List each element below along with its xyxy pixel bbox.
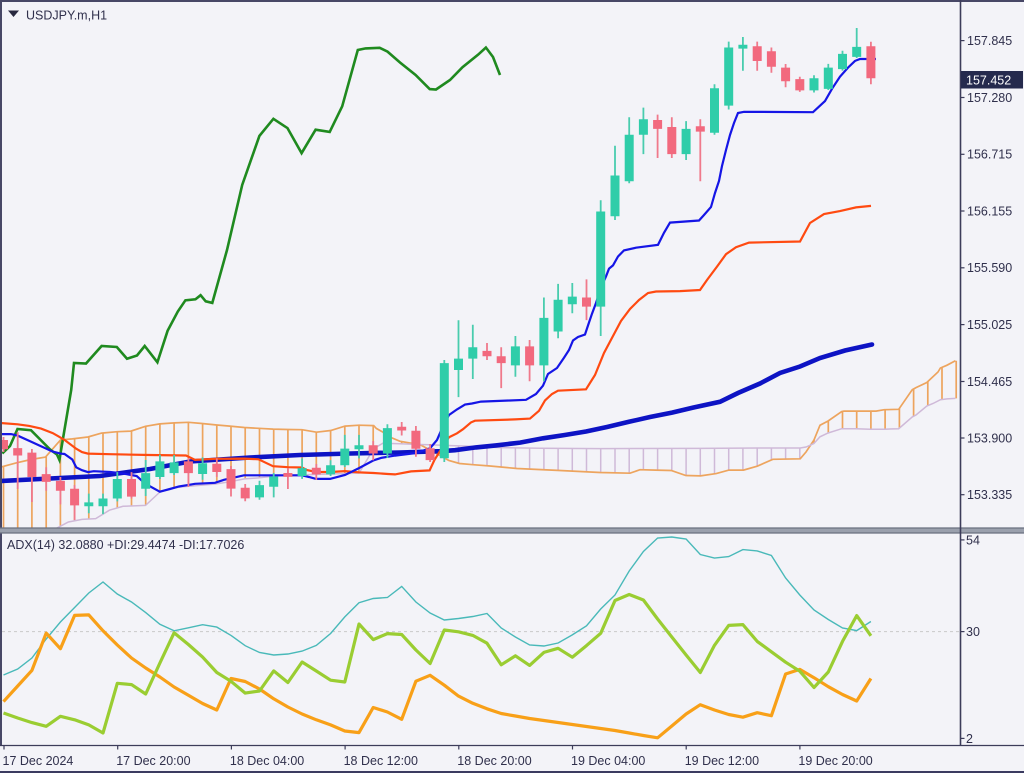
svg-text:153.900: 153.900 — [967, 431, 1012, 445]
svg-text:153.335: 153.335 — [967, 488, 1012, 502]
svg-text:18 Dec 04:00: 18 Dec 04:00 — [230, 754, 304, 768]
svg-text:19 Dec 04:00: 19 Dec 04:00 — [571, 754, 645, 768]
svg-text:157.280: 157.280 — [967, 91, 1012, 105]
svg-text:156.715: 156.715 — [967, 148, 1012, 162]
svg-text:154.465: 154.465 — [967, 375, 1012, 389]
svg-text:157.452: 157.452 — [966, 74, 1011, 88]
svg-text:155.590: 155.590 — [967, 261, 1012, 275]
svg-text:19 Dec 20:00: 19 Dec 20:00 — [798, 754, 872, 768]
svg-text:30: 30 — [966, 625, 980, 639]
svg-text:155.025: 155.025 — [967, 318, 1012, 332]
svg-text:17 Dec 20:00: 17 Dec 20:00 — [116, 754, 190, 768]
svg-text:USDJPY.m,H1: USDJPY.m,H1 — [26, 9, 107, 23]
svg-text:54: 54 — [966, 533, 980, 547]
svg-text:17 Dec 2024: 17 Dec 2024 — [3, 754, 74, 768]
svg-text:157.845: 157.845 — [967, 34, 1012, 48]
svg-text:156.155: 156.155 — [967, 204, 1012, 218]
svg-text:ADX(14) 32.0880 +DI:29.4474 -D: ADX(14) 32.0880 +DI:29.4474 -DI:17.7026 — [7, 538, 244, 552]
svg-text:18 Dec 20:00: 18 Dec 20:00 — [457, 754, 531, 768]
svg-text:18 Dec 12:00: 18 Dec 12:00 — [344, 754, 418, 768]
svg-text:19 Dec 12:00: 19 Dec 12:00 — [685, 754, 759, 768]
svg-text:2: 2 — [966, 732, 973, 746]
